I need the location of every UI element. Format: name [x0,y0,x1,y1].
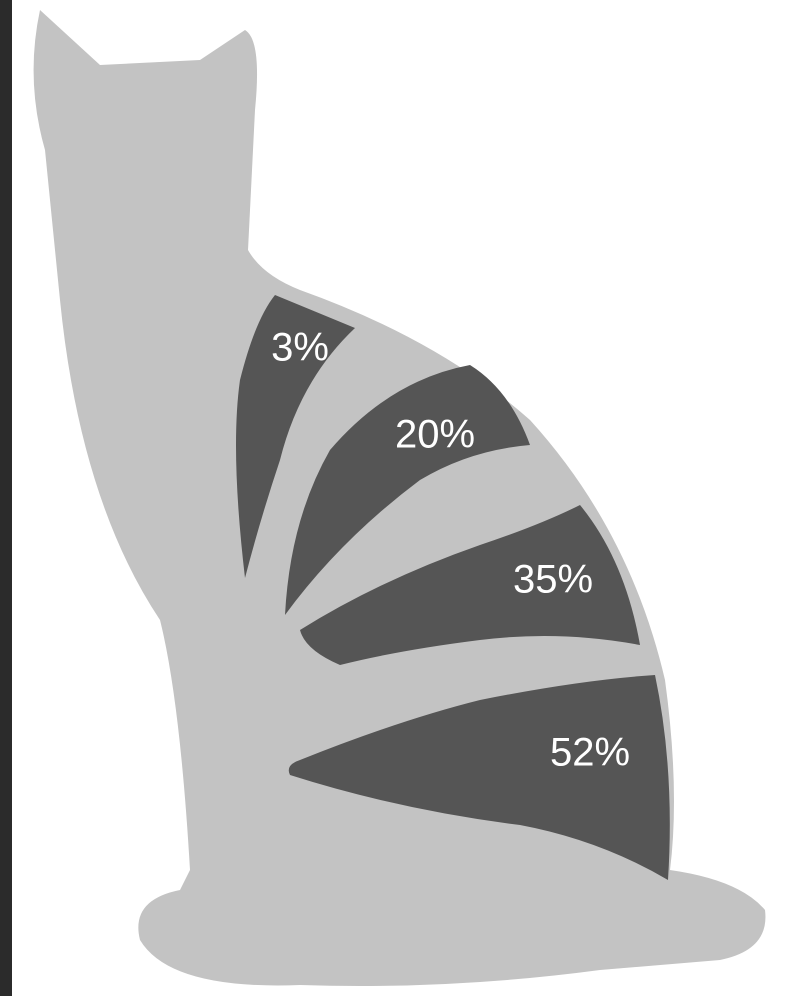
stripe-label: 35% [513,558,593,602]
stripe [300,505,640,665]
stripe-label: 3% [271,326,329,370]
stripe-label: 20% [395,413,475,457]
stripe [288,675,670,880]
left-edge [0,0,12,996]
stripe [236,295,355,578]
stripe-label: 52% [550,731,630,775]
stripe [285,365,530,615]
